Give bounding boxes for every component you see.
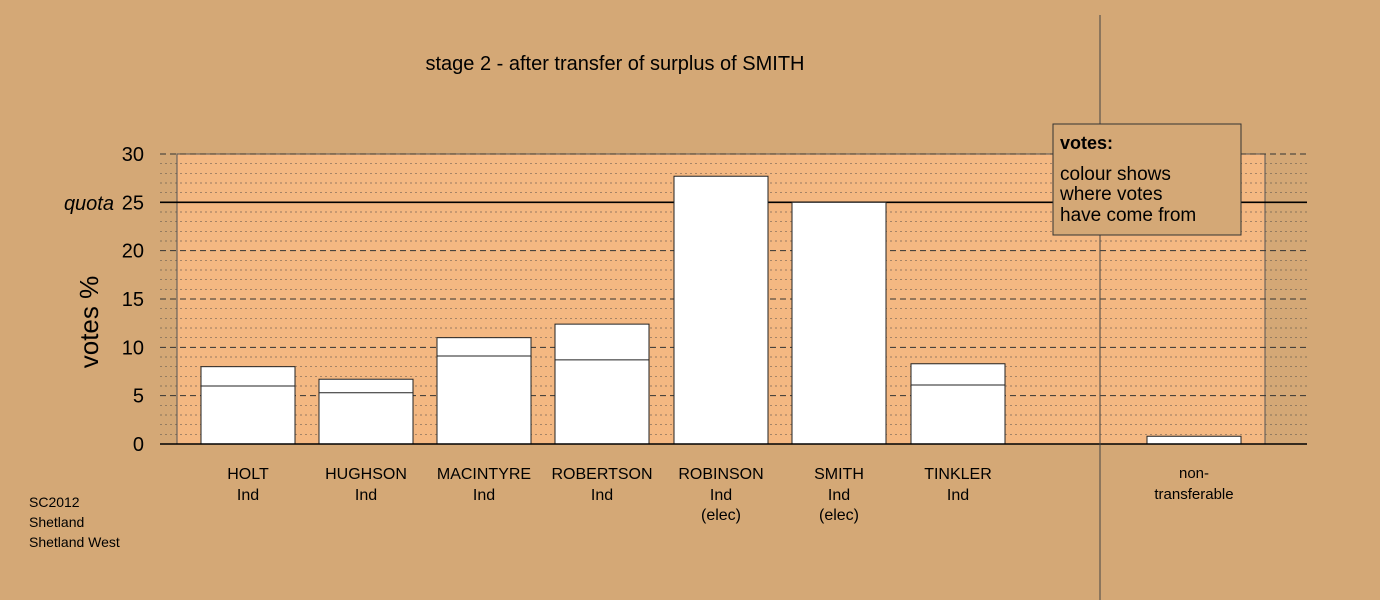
- legend-line: colour shows: [1060, 164, 1171, 185]
- candidate-name: TINKLER: [924, 466, 992, 483]
- chart-title: stage 2 - after transfer of surplus of S…: [425, 53, 804, 75]
- candidate-bar: [436, 337, 532, 445]
- candidate-name: HUGHSON: [325, 466, 407, 483]
- category-labels: HOLT Ind HUGHSON Ind MACINTYRE Ind ROBERTSON In…: [227, 465, 1233, 524]
- non-transferable-label: transferable: [1154, 486, 1233, 503]
- candidate-bar: [673, 175, 769, 445]
- y-tick-label: 25: [122, 192, 144, 214]
- y-tick-label: 5: [133, 386, 144, 408]
- candidate-status: (elec): [819, 507, 859, 524]
- candidate-party: Ind: [473, 487, 495, 504]
- candidate-party: Ind: [591, 487, 613, 504]
- candidate-bar: [791, 201, 887, 445]
- non-transferable-bar: [1146, 435, 1242, 445]
- candidate-name: HOLT: [227, 466, 269, 483]
- legend-line: have come from: [1060, 205, 1196, 226]
- candidate-party: Ind: [710, 487, 732, 504]
- non-transferable-label: non-: [1179, 465, 1209, 482]
- candidate-party: Ind: [828, 487, 850, 504]
- y-tick-label: 20: [122, 241, 144, 263]
- y-tick-label: 30: [122, 144, 144, 166]
- candidate-bar: [318, 378, 414, 445]
- y-tick-label: 10: [122, 337, 144, 359]
- candidate-name: SMITH: [814, 466, 864, 483]
- candidate-bar: [554, 323, 650, 445]
- footer-ward: Shetland West: [29, 534, 120, 550]
- candidate-bar: [910, 363, 1006, 445]
- bars: [200, 175, 1242, 445]
- y-axis: 0 5 10 15 20 25 30: [122, 144, 1307, 456]
- y-axis-label: votes %: [74, 276, 104, 369]
- footer-caption: SC2012 Shetland Shetland West: [29, 492, 120, 552]
- candidate-name: ROBERTSON: [551, 466, 652, 483]
- y-tick-label: 15: [122, 289, 144, 311]
- footer-election: SC2012: [29, 494, 80, 510]
- legend-box: votes: colour shows where votes have com…: [1052, 123, 1242, 236]
- candidate-status: (elec): [701, 507, 741, 524]
- candidate-bar: [200, 366, 296, 445]
- candidate-party: Ind: [355, 487, 377, 504]
- candidate-name: ROBINSON: [678, 466, 763, 483]
- legend-line: where votes: [1059, 184, 1162, 205]
- candidate-party: Ind: [237, 487, 259, 504]
- legend-title: votes:: [1060, 133, 1113, 153]
- quota-label: quota: [64, 193, 114, 215]
- candidate-name: MACINTYRE: [437, 466, 531, 483]
- candidate-party: Ind: [947, 487, 969, 504]
- footer-council: Shetland: [29, 514, 85, 530]
- y-tick-label: 0: [133, 434, 144, 456]
